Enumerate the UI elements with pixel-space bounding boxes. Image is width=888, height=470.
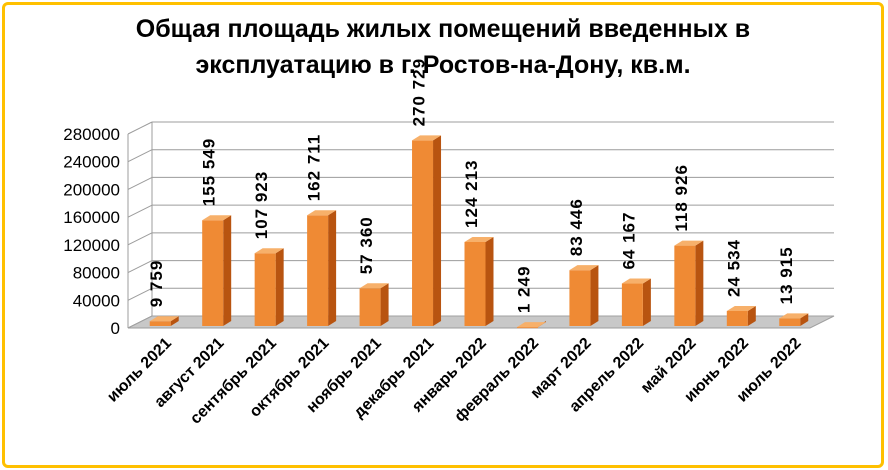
bar-top (726, 306, 756, 312)
data-label: 162 711 (305, 134, 324, 202)
bar (464, 241, 486, 326)
data-label: 57 360 (357, 216, 376, 274)
bar-side (747, 306, 756, 326)
bar (621, 283, 643, 326)
bar-side (485, 236, 494, 326)
bar-side (328, 210, 337, 326)
y-tick-label: 280000 (63, 125, 120, 144)
bar-top (202, 215, 232, 221)
bar-side (170, 316, 179, 326)
bar-top (674, 240, 704, 246)
y-tick-label: 120000 (63, 236, 120, 255)
y-tick-label: 80000 (73, 264, 120, 283)
bar-side (642, 278, 651, 326)
bar (726, 311, 748, 326)
bar (674, 245, 696, 326)
y-tick-label: 40000 (73, 291, 120, 310)
bar-side (800, 313, 809, 326)
data-label: 124 213 (462, 159, 481, 227)
chart-title-line-1: Общая площадь жилых помещений введенных … (135, 15, 751, 43)
data-label: 83 446 (567, 198, 586, 256)
bar-side (223, 215, 232, 326)
bar-top (359, 283, 389, 289)
bar (516, 327, 538, 329)
bar-top (149, 316, 179, 322)
gridline-side (127, 287, 153, 301)
bar-top (254, 248, 284, 254)
chart-title-line-2: эксплуатацию в г. Ростов-на-Дону, кв.м. (195, 51, 691, 79)
gridline-side (127, 232, 153, 246)
bar-top (464, 236, 494, 242)
gridline-side (127, 260, 153, 274)
bar (307, 215, 329, 326)
data-label: 64 167 (619, 212, 638, 270)
bar-side (380, 283, 389, 326)
bar (149, 321, 171, 326)
y-tick-label: 0 (111, 319, 120, 338)
bar-side (433, 135, 442, 326)
data-label: 9 759 (147, 260, 166, 308)
bar (779, 318, 801, 326)
bar-top (412, 135, 442, 141)
data-label: 118 926 (672, 164, 691, 232)
data-label: 1 249 (514, 266, 533, 314)
gridline-side (127, 176, 153, 190)
y-tick-label: 240000 (63, 153, 120, 172)
bar-side (590, 265, 599, 326)
y-tick-label: 200000 (63, 180, 120, 199)
gridline-side (127, 149, 153, 163)
bar-top (569, 265, 599, 271)
gridline-side (127, 121, 153, 135)
bar-top (621, 278, 651, 284)
bar-top (516, 322, 546, 328)
bar-top (779, 313, 809, 319)
bar-side (695, 240, 704, 326)
bar (359, 288, 381, 326)
gridline-side (127, 204, 153, 218)
bar-side (275, 248, 284, 326)
bar (412, 140, 434, 326)
bar-top (307, 210, 337, 216)
bar (254, 253, 276, 326)
data-label: 107 923 (252, 171, 271, 239)
bar (569, 270, 591, 326)
chart-title: Общая площадь жилых помещений введенных … (5, 11, 881, 83)
data-label: 155 549 (200, 138, 219, 206)
data-label: 270 729 (410, 58, 429, 126)
data-label: 24 534 (724, 239, 743, 297)
y-tick-label: 160000 (63, 208, 120, 227)
bar (202, 220, 224, 326)
data-label: 13 915 (777, 246, 796, 304)
